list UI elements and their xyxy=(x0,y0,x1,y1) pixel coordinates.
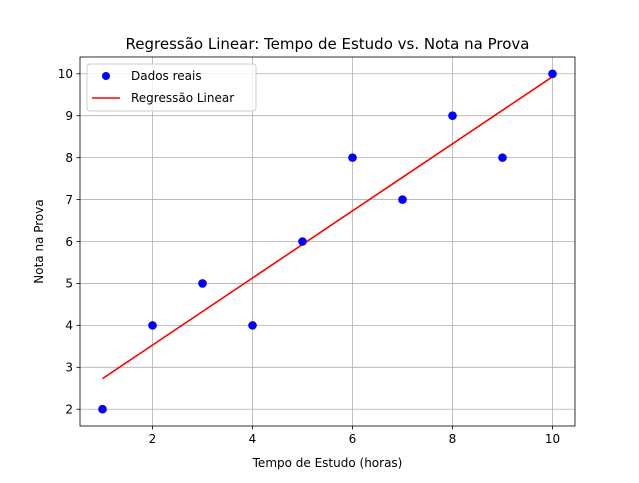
plot-data xyxy=(98,69,557,414)
data-point-7 xyxy=(398,195,407,204)
legend-label-regressao-linear: Regressão Linear xyxy=(131,91,234,105)
y-tick-label-10: 10 xyxy=(58,67,73,81)
chart-title: Regressão Linear: Tempo de Estudo vs. No… xyxy=(126,35,530,53)
y-axis-label: Nota na Prova xyxy=(32,199,46,283)
y-tick-label-8: 8 xyxy=(65,151,73,165)
legend-marker-dados-reais xyxy=(102,72,110,80)
data-point-1 xyxy=(98,404,107,414)
data-point-5 xyxy=(298,237,307,246)
x-tick-label-6: 6 xyxy=(349,432,357,446)
legend-label-dados-reais: Dados reais xyxy=(131,69,202,83)
x-tick-label-2: 2 xyxy=(149,432,157,446)
y-tick-label-4: 4 xyxy=(65,319,73,333)
x-tick-label-8: 8 xyxy=(449,432,457,446)
regression-line xyxy=(102,76,553,380)
y-tick-label-2: 2 xyxy=(65,403,73,417)
data-point-6 xyxy=(348,153,357,162)
y-tick-label-5: 5 xyxy=(65,277,73,291)
data-point-9 xyxy=(498,153,507,162)
grid xyxy=(80,57,575,426)
y-tick-label-7: 7 xyxy=(65,193,73,207)
data-point-8 xyxy=(448,111,457,121)
x-tick-label-10: 10 xyxy=(545,432,560,446)
x-axis-label: Tempo de Estudo (horas) xyxy=(252,456,403,470)
y-tick-label-6: 6 xyxy=(65,235,73,249)
y-tick-label-9: 9 xyxy=(65,109,73,123)
data-point-4 xyxy=(248,321,257,330)
axis-ticks: 2 4 6 8 10 2 3 4 5 6 7 8 9 10 xyxy=(58,67,560,446)
data-point-10 xyxy=(548,69,557,79)
legend-box xyxy=(86,63,257,112)
legend: Dados reais Regressão Linear xyxy=(86,63,257,112)
data-point-3 xyxy=(198,279,207,288)
x-tick-label-4: 4 xyxy=(249,432,257,446)
data-point-2 xyxy=(148,321,157,330)
y-tick-label-3: 3 xyxy=(65,361,73,375)
